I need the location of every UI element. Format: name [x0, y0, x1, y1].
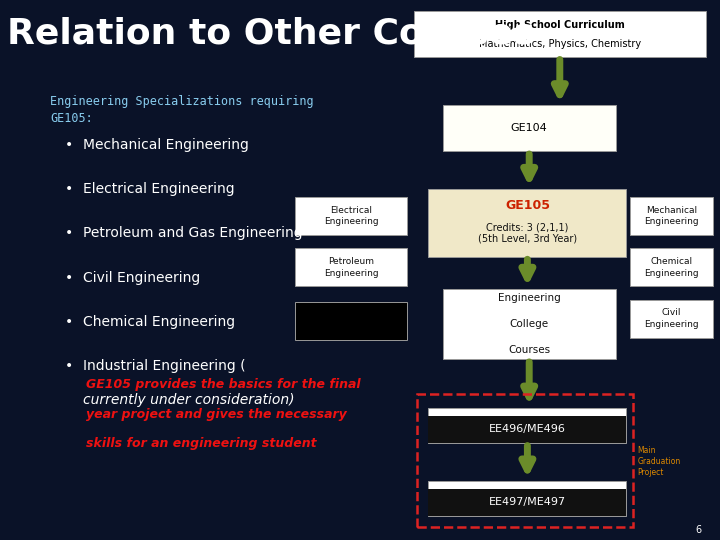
Text: GE105: GE105 [505, 199, 550, 212]
Text: Civil
Engineering: Civil Engineering [644, 308, 698, 329]
Text: Mathematics, Physics, Chemistry: Mathematics, Physics, Chemistry [479, 39, 641, 49]
Bar [630, 300, 713, 338]
Text: GE104: GE104 [510, 123, 548, 133]
Text: Engineering

College

Courses: Engineering College Courses [498, 293, 561, 355]
Text: EE496/ME496: EE496/ME496 [489, 424, 566, 434]
Bar [630, 197, 713, 235]
Text: •: • [65, 315, 73, 329]
Text: Main
Graduation
Project: Main Graduation Project [637, 446, 680, 477]
Bar [295, 197, 407, 235]
Text: Petroleum
Engineering: Petroleum Engineering [324, 257, 378, 278]
Text: Chemical
Engineering: Chemical Engineering [644, 257, 698, 278]
Text: Civil Engineering: Civil Engineering [83, 271, 200, 285]
Text: Engineering Specializations requiring
GE105:: Engineering Specializations requiring GE… [50, 94, 314, 125]
Bar [428, 189, 626, 256]
Text: skills for an engineering student: skills for an engineering student [86, 437, 317, 450]
Text: •: • [65, 226, 73, 240]
Text: High School Curriculum: High School Curriculum [495, 21, 625, 30]
Text: •: • [65, 138, 73, 152]
Bar [428, 408, 626, 443]
Text: GE105 provides the basics for the final: GE105 provides the basics for the final [86, 378, 361, 391]
Bar [443, 289, 616, 359]
Text: •: • [65, 182, 73, 196]
Text: EE497/ME497: EE497/ME497 [489, 497, 566, 507]
Text: Mechanical Engineering: Mechanical Engineering [83, 138, 248, 152]
Text: year project and gives the necessary: year project and gives the necessary [86, 408, 347, 421]
Text: Industrial Engineering (: Industrial Engineering ( [83, 359, 246, 373]
Text: Chemical Engineering: Chemical Engineering [83, 315, 235, 329]
Bar [428, 416, 626, 443]
Bar [630, 248, 713, 286]
Text: Relation to Other Courses: Relation to Other Courses [7, 16, 535, 50]
Bar [417, 394, 633, 526]
Bar [428, 489, 626, 516]
Text: Credits: 3 (2,1,1)
(5th Level, 3rd Year): Credits: 3 (2,1,1) (5th Level, 3rd Year) [478, 222, 577, 244]
Text: •: • [65, 359, 73, 373]
Text: Mechanical
Engineering: Mechanical Engineering [644, 206, 698, 226]
Bar [428, 481, 626, 516]
Text: currently under consideration): currently under consideration) [83, 393, 294, 407]
Bar [295, 302, 407, 340]
Bar [295, 248, 407, 286]
Text: Petroleum and Gas Engineering: Petroleum and Gas Engineering [83, 226, 302, 240]
Text: 6: 6 [696, 524, 702, 535]
Text: Electrical
Engineering: Electrical Engineering [324, 206, 378, 226]
Text: Electrical Engineering: Electrical Engineering [83, 182, 235, 196]
Text: •: • [65, 271, 73, 285]
Bar [414, 11, 706, 57]
Bar [443, 105, 616, 151]
